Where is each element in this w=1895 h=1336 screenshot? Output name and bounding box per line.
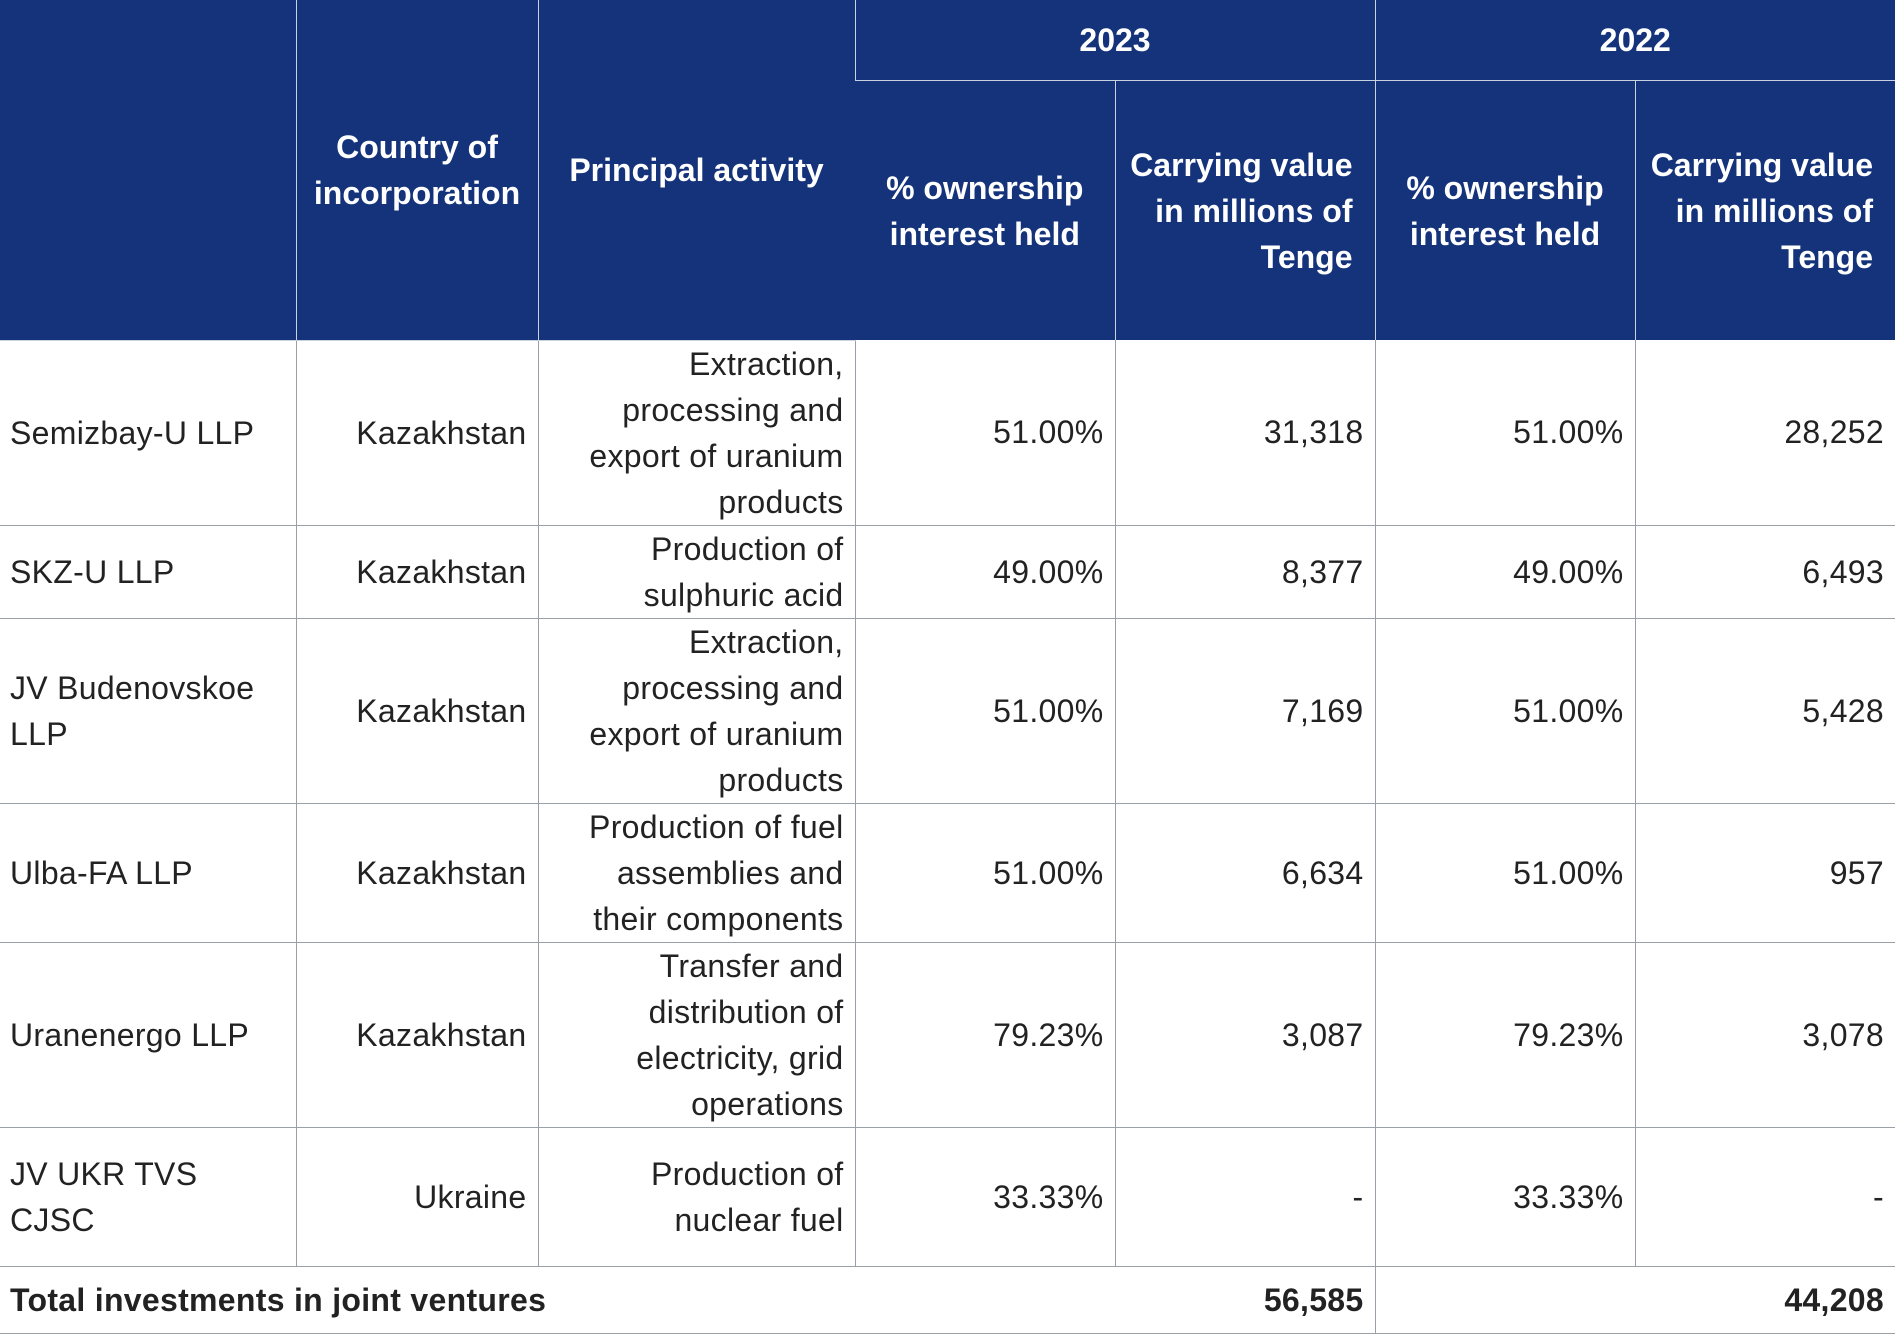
carrying-2022-cell: - (1634, 1127, 1895, 1267)
header-row-years: Country of incorporation Principal activ… (0, 0, 1895, 341)
ownership-2022-cell: 51.00% (1374, 618, 1635, 804)
table-body: Semizbay-U LLP Kazakhstan Extraction, pr… (0, 340, 1895, 1334)
activity-cell: Production of fuel assemblies and their … (537, 803, 855, 943)
table-row: Semizbay-U LLP Kazakhstan Extraction, pr… (0, 340, 1895, 526)
carrying-2023-cell: 7,169 (1114, 618, 1375, 804)
total-spacer-2022 (1374, 1266, 1635, 1334)
ownership-2023-cell: 51.00% (854, 618, 1115, 804)
entity-name: Ulba-FA LLP (0, 803, 296, 943)
header-year-2023: 2023 (854, 0, 1375, 81)
activity-cell: Transfer and distribution of electricity… (537, 942, 855, 1128)
country-cell: Ukraine (295, 1127, 538, 1267)
header-ownership-2022: % ownership interest held (1374, 80, 1635, 340)
total-row: Total investments in joint ventures 56,5… (0, 1266, 1895, 1334)
ownership-2022-cell: 49.00% (1374, 525, 1635, 619)
table-header: Country of incorporation Principal activ… (0, 0, 1895, 341)
table-row: JV Budenovskoe LLP Kazakhstan Extraction… (0, 618, 1895, 804)
carrying-2023-cell: - (1114, 1127, 1375, 1267)
ownership-2022-cell: 51.00% (1374, 340, 1635, 526)
entity-name: JV Budenovskoe LLP (0, 618, 296, 804)
activity-cell: Production of nuclear fuel (537, 1127, 855, 1267)
country-cell: Kazakhstan (295, 942, 538, 1128)
ownership-2022-cell: 33.33% (1374, 1127, 1635, 1267)
entity-name: Semizbay-U LLP (0, 340, 296, 526)
header-country: Country of incorporation (295, 0, 538, 341)
entity-name: Uranenergo LLP (0, 942, 296, 1128)
carrying-2022-cell: 28,252 (1634, 340, 1895, 526)
carrying-2023-cell: 6,634 (1114, 803, 1375, 943)
table-row: Uranenergo LLP Kazakhstan Transfer and d… (0, 942, 1895, 1128)
header-row-metrics: % ownership interest held Carrying value… (0, 80, 1895, 340)
carrying-2022-cell: 3,078 (1634, 942, 1895, 1128)
country-cell: Kazakhstan (295, 618, 538, 804)
ownership-2022-cell: 51.00% (1374, 803, 1635, 943)
carrying-2022-cell: 957 (1634, 803, 1895, 943)
ownership-2023-cell: 51.00% (854, 803, 1115, 943)
activity-cell: Production of sulphuric acid (537, 525, 855, 619)
activity-cell: Extraction, processing and export of ura… (537, 618, 855, 804)
activity-cell: Extraction, processing and export of ura… (537, 340, 855, 526)
table-row: Ulba-FA LLP Kazakhstan Production of fue… (0, 803, 1895, 943)
country-cell: Kazakhstan (295, 803, 538, 943)
entity-name: SKZ-U LLP (0, 525, 296, 619)
header-ownership-2023: % ownership interest held (855, 80, 1115, 340)
header-year-2022: 2022 (1374, 0, 1895, 81)
country-cell: Kazakhstan (295, 340, 538, 526)
ownership-2023-cell: 49.00% (854, 525, 1115, 619)
country-cell: Kazakhstan (295, 525, 538, 619)
entity-name: JV UKR TVS CJSC (0, 1127, 296, 1267)
header-carrying-2023: Carrying value in millions of Tenge (1114, 80, 1375, 340)
ownership-2022-cell: 79.23% (1374, 942, 1635, 1128)
header-activity: Principal activity (537, 0, 855, 341)
table-row: SKZ-U LLP Kazakhstan Production of sulph… (0, 525, 1895, 619)
carrying-2023-cell: 31,318 (1114, 340, 1375, 526)
total-spacer-2023 (855, 1266, 1115, 1334)
carrying-2023-cell: 3,087 (1114, 942, 1375, 1128)
table-row: JV UKR TVS CJSC Ukraine Production of nu… (0, 1127, 1895, 1267)
total-value-2022: 44,208 (1635, 1266, 1895, 1334)
header-carrying-2022: Carrying value in millions of Tenge (1634, 80, 1895, 340)
ownership-2023-cell: 33.33% (854, 1127, 1115, 1267)
header-entity (0, 0, 296, 341)
carrying-2023-cell: 8,377 (1114, 525, 1375, 619)
total-value-2023: 56,585 (1115, 1266, 1375, 1334)
ownership-2023-cell: 51.00% (854, 340, 1115, 526)
carrying-2022-cell: 6,493 (1634, 525, 1895, 619)
carrying-2022-cell: 5,428 (1634, 618, 1895, 804)
total-label: Total investments in joint ventures (0, 1266, 855, 1334)
ownership-2023-cell: 79.23% (854, 942, 1115, 1128)
